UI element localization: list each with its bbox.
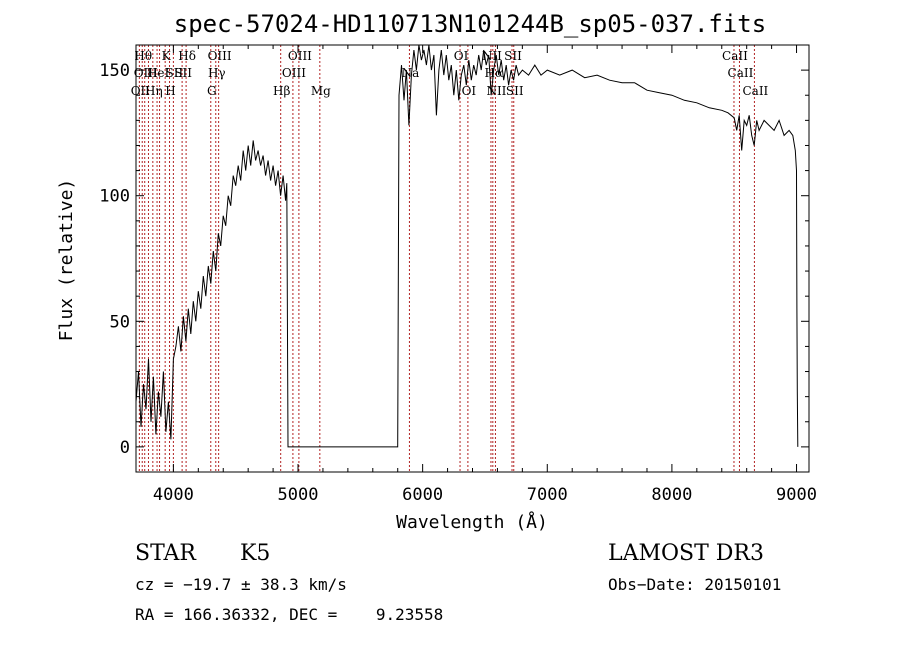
survey-name: LAMOST DR3	[608, 541, 764, 566]
line-marker-label: Hθ	[134, 49, 152, 63]
line-marker-label: OIII	[134, 66, 158, 80]
line-marker-label: SII	[504, 49, 522, 63]
object-subclass: K5	[240, 541, 270, 566]
y-tick-label: 50	[110, 312, 130, 332]
line-marker-label: SII	[506, 84, 524, 98]
line-marker-label: HeI	[147, 66, 170, 80]
line-marker-label: Hη	[145, 84, 163, 98]
line-marker-label: Hγ	[208, 66, 226, 80]
plot-frame	[135, 44, 810, 473]
line-marker-label: Hδ	[178, 49, 196, 63]
y-axis-label: Flux (relative)	[56, 179, 77, 342]
spectrum-series-line	[135, 44, 799, 448]
y-tick-label: 0	[120, 438, 130, 458]
line-marker-label: OI	[454, 49, 469, 63]
line-marker-label: OIII	[208, 49, 232, 63]
x-tick-label: 4000	[153, 485, 194, 505]
line-marker-label: Mg	[311, 84, 331, 98]
x-tick-label: 9000	[776, 485, 817, 505]
line-marker-label: K	[162, 49, 172, 63]
obs-date: Obs−Date: 20150101	[608, 575, 781, 594]
line-marker-label: OIII	[288, 49, 312, 63]
line-marker-label: H	[165, 84, 175, 98]
x-axis-label: Wavelength (Å)	[396, 511, 548, 533]
spectral-line-markers	[138, 45, 755, 472]
y-tick-label: 150	[99, 61, 130, 81]
line-marker-label: CaII	[728, 66, 754, 80]
x-tick-label: 5000	[278, 485, 319, 505]
line-marker-label: CaII	[742, 84, 768, 98]
line-marker-label: SII	[166, 66, 184, 80]
x-axis-ticks: 4000 5000 6000 7000 8000 9000	[153, 45, 817, 505]
object-class: STAR	[135, 541, 197, 566]
x-tick-label: 7000	[527, 485, 568, 505]
x-tick-label: 6000	[402, 485, 443, 505]
line-marker-label: SII	[174, 66, 192, 80]
x-tick-label: 8000	[651, 485, 692, 505]
line-marker-label: NII	[486, 84, 506, 98]
y-tick-label: 100	[99, 187, 130, 207]
line-marker-label: CaII	[722, 49, 748, 63]
y-axis-ticks: 0 50 100 150	[99, 44, 809, 473]
line-marker-label: Hβ	[273, 84, 290, 98]
chart-title: spec-57024-HD110713N101244B_sp05-037.fit…	[174, 10, 766, 38]
line-marker-label: OI	[462, 84, 477, 98]
line-marker-label: G	[207, 84, 217, 98]
line-marker-label: OIII	[282, 66, 306, 80]
redshift-info: cz = −19.7 ± 38.3 km/s	[135, 575, 347, 594]
coordinates: RA = 166.36332, DEC = 9.23558	[135, 605, 443, 624]
